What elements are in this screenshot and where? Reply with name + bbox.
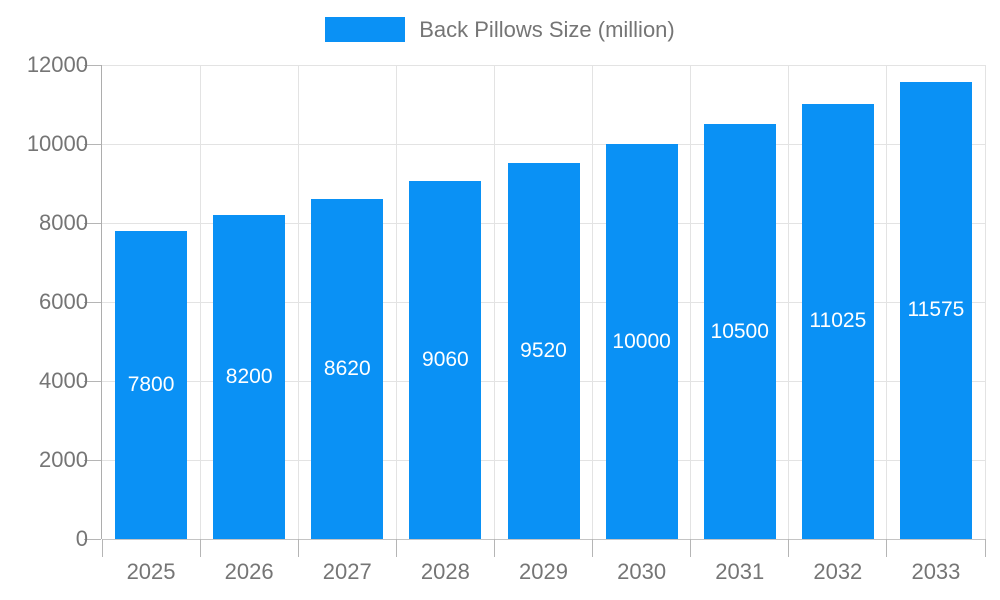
x-axis-tick: [493, 539, 495, 557]
gridline-horizontal: [102, 143, 985, 145]
y-axis-label: 0: [75, 526, 88, 551]
x-axis-label: 2026: [224, 559, 274, 584]
bar-value-label: 7800: [127, 372, 175, 396]
y-axis-label: 8000: [39, 210, 88, 235]
gridline-vertical: [493, 65, 495, 539]
y-axis-tick: [84, 143, 101, 145]
bar-value-label: 8200: [225, 365, 273, 389]
gridline-horizontal: [102, 64, 985, 66]
bar-value-label: 11575: [907, 298, 965, 322]
y-axis-label: 6000: [39, 289, 88, 314]
y-axis-tick: [84, 301, 101, 303]
x-axis-tick: [984, 539, 986, 557]
legend-swatch: [325, 17, 406, 42]
x-axis-label: 2027: [322, 559, 372, 584]
y-axis-label: 12000: [26, 52, 88, 77]
x-axis-label: 2028: [420, 559, 470, 584]
x-axis-tick: [788, 539, 790, 557]
bar-value-label: 10500: [710, 319, 769, 343]
x-axis-label: 2025: [126, 559, 176, 584]
plot-area: 0 2000 4000 6000 8000 10000 12000 2025 2026 2027 2…: [27, 52, 986, 584]
bar-value-label: 9520: [520, 338, 567, 362]
x-axis-tick: [297, 539, 299, 557]
gridline-vertical: [592, 65, 594, 539]
bar[interactable]: 10500: [703, 124, 776, 539]
y-axis-tick: [84, 380, 101, 382]
y-axis-label: 2000: [39, 447, 88, 472]
gridline-vertical: [297, 65, 299, 539]
x-axis-tick: [199, 539, 201, 557]
bar[interactable]: 9520: [507, 162, 580, 539]
y-axis-tick: [84, 64, 101, 66]
bar[interactable]: 8620: [311, 198, 384, 539]
gridline-vertical: [984, 65, 986, 539]
y-axis-label: 4000: [39, 368, 88, 393]
bar-value-label: 10000: [612, 329, 671, 353]
x-axis-label: 2029: [519, 559, 568, 584]
x-axis-tick: [886, 539, 888, 557]
gridline-vertical: [788, 65, 790, 539]
bar[interactable]: 9060: [409, 181, 482, 539]
y-axis-line: [101, 65, 102, 539]
gridline-vertical: [395, 65, 397, 539]
x-axis-label: 2033: [911, 559, 961, 584]
y-axis-tick: [84, 459, 101, 461]
bar-value-label: 8620: [323, 356, 371, 380]
bar[interactable]: 11025: [801, 103, 874, 539]
x-axis-label: 2032: [813, 559, 863, 584]
bar[interactable]: 10000: [605, 144, 678, 539]
legend-label: Back Pillows Size (million): [419, 17, 675, 42]
bar[interactable]: 11575: [899, 81, 972, 539]
x-axis-tick: [101, 539, 103, 557]
x-axis-tick: [690, 539, 692, 557]
bar-value-label: 9060: [422, 348, 469, 372]
x-axis-line: [102, 539, 985, 540]
bar-value-label: 11025: [809, 309, 867, 333]
x-axis-label: 2030: [617, 559, 667, 584]
gridline-vertical: [690, 65, 692, 539]
bar[interactable]: 8200: [213, 215, 286, 539]
x-axis-label: 2031: [715, 559, 765, 584]
bar[interactable]: 7800: [115, 230, 188, 539]
x-axis-tick: [592, 539, 594, 557]
y-axis-label: 10000: [26, 131, 88, 156]
y-axis-tick: [84, 538, 101, 540]
y-axis-tick: [84, 222, 101, 224]
legend[interactable]: Back Pillows Size (million): [0, 17, 1000, 42]
gridline-vertical: [199, 65, 201, 539]
x-axis-tick: [395, 539, 397, 557]
gridline-vertical: [886, 65, 888, 539]
